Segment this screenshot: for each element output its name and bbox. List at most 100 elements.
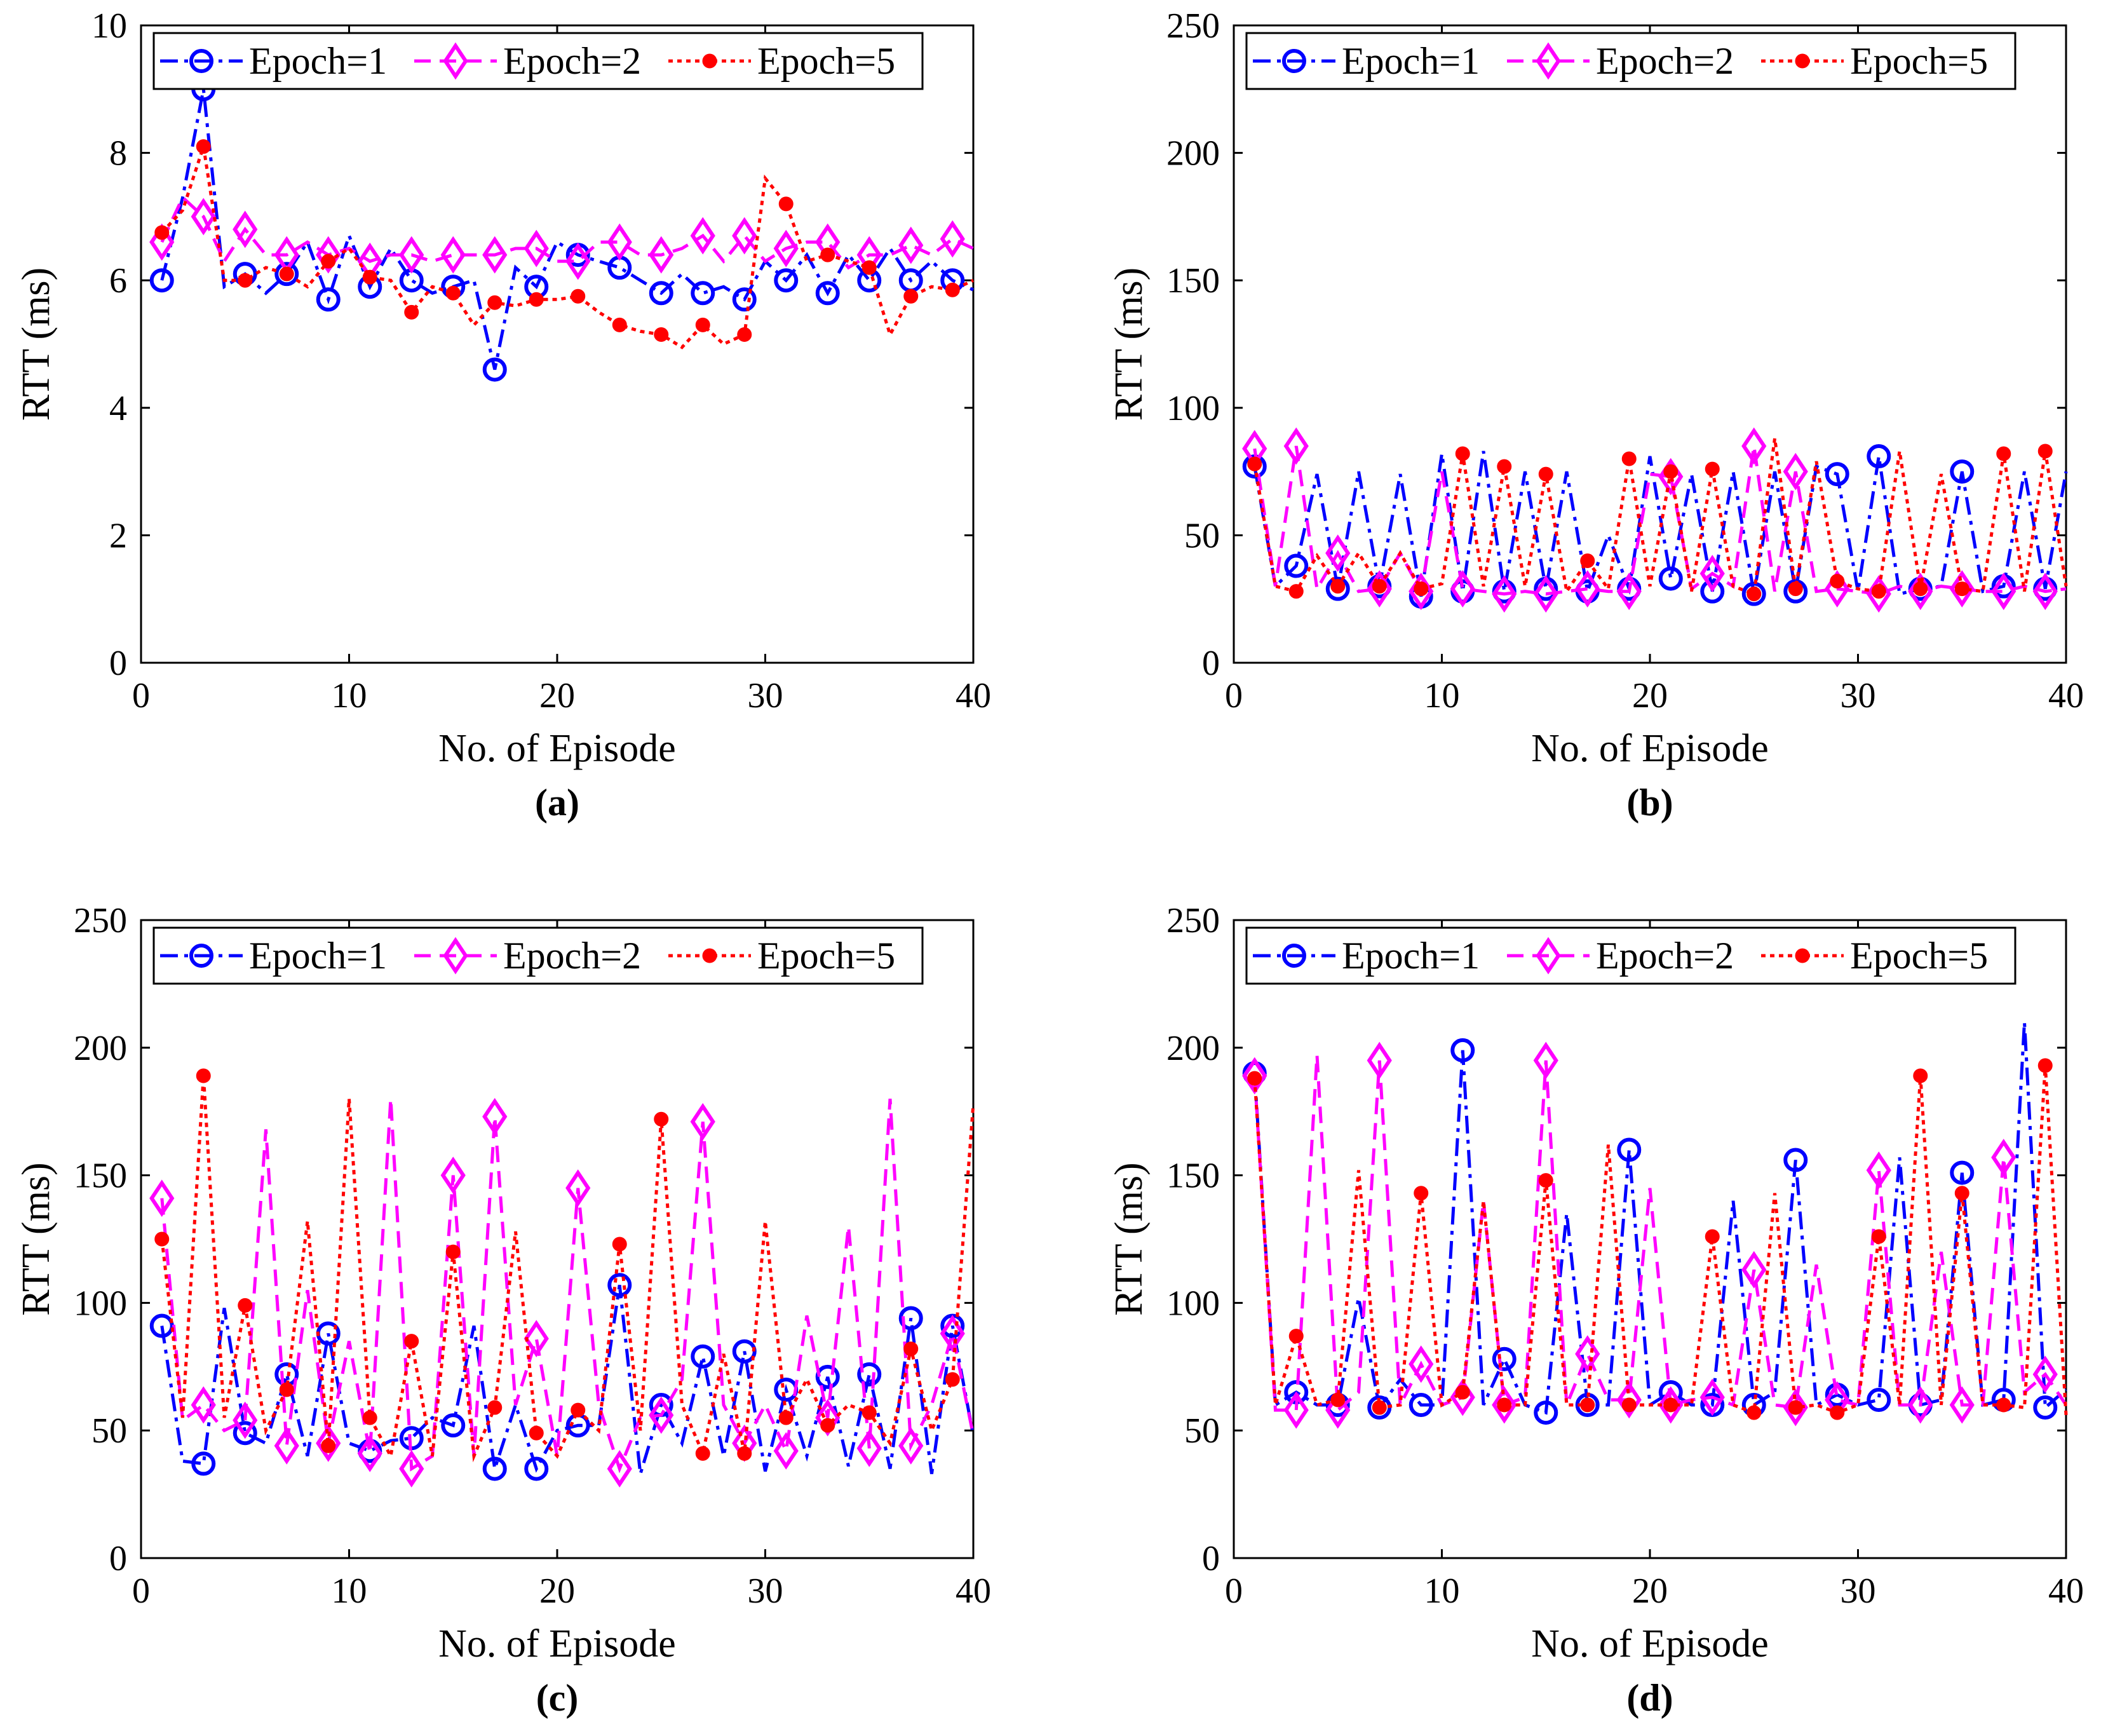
legend-swatch-marker — [1282, 944, 1306, 968]
data-point — [1330, 1392, 1346, 1407]
data-point — [1705, 461, 1720, 477]
x-tick-label: 20 — [1632, 676, 1668, 715]
data-point — [898, 1427, 924, 1465]
data-point — [154, 1231, 170, 1247]
series-line — [160, 1098, 975, 1474]
data-point — [1450, 570, 1475, 608]
data-point — [482, 1097, 508, 1136]
x-tick-label: 0 — [1225, 1571, 1243, 1611]
data-point — [321, 1438, 336, 1453]
data-point — [362, 1410, 377, 1425]
x-tick-label: 10 — [1424, 1571, 1460, 1611]
x-tick-label: 10 — [332, 1571, 367, 1611]
legend-label: Epoch=2 — [503, 40, 641, 82]
axes-box — [1233, 919, 2067, 1559]
series-line — [160, 146, 975, 349]
y-tick-label: 200 — [74, 1029, 127, 1068]
data-point — [1288, 584, 1304, 599]
legend-swatch-marker — [702, 948, 717, 963]
series-line — [160, 88, 975, 370]
data-point — [1621, 451, 1637, 466]
data-point — [1414, 1186, 1429, 1201]
y-tick-label: 2 — [109, 516, 127, 555]
y-tick-label: 4 — [109, 389, 127, 428]
x-tick-label: 30 — [1841, 676, 1876, 715]
data-point — [196, 1068, 211, 1083]
data-point — [815, 1399, 841, 1437]
data-point — [1409, 1345, 1434, 1383]
y-tick-label: 10 — [91, 6, 127, 46]
data-point — [690, 1102, 715, 1141]
series-epoch-2 — [1242, 1041, 2068, 1429]
data-point — [571, 1402, 586, 1418]
data-point — [1950, 1160, 1975, 1185]
data-point — [1538, 466, 1553, 482]
data-point — [1533, 575, 1558, 613]
data-point — [774, 268, 799, 293]
x-tick-label: 30 — [1841, 1571, 1876, 1611]
data-point — [1325, 534, 1351, 572]
y-tick-label: 150 — [1166, 261, 1220, 301]
x-tick-label: 0 — [1225, 676, 1243, 715]
x-axis-label: No. of Episode — [438, 1622, 676, 1665]
data-point — [1663, 1397, 1679, 1413]
data-point — [1867, 1388, 1891, 1413]
data-point — [1746, 1405, 1762, 1420]
panel-caption: (b) — [1626, 782, 1673, 824]
data-point — [279, 1382, 294, 1397]
y-axis-label: RTT (ms) — [15, 268, 58, 421]
data-point — [1616, 1381, 1642, 1419]
data-point — [191, 198, 216, 236]
data-point — [487, 295, 503, 310]
data-point — [695, 317, 710, 332]
data-point — [940, 1315, 965, 1353]
data-point — [1372, 1400, 1387, 1415]
legend-swatch-marker — [1795, 53, 1810, 69]
y-tick-label: 200 — [1166, 134, 1220, 173]
data-point — [1991, 573, 2017, 611]
y-tick-label: 0 — [109, 1539, 127, 1578]
data-point — [898, 226, 924, 264]
x-tick-label: 40 — [956, 676, 991, 715]
legend-label: Epoch=1 — [249, 40, 387, 82]
data-point — [2037, 1058, 2053, 1073]
legend-label: Epoch=5 — [757, 40, 895, 82]
data-point — [1617, 1137, 1642, 1162]
x-tick-label: 20 — [539, 676, 575, 715]
series-epoch-2 — [149, 1097, 975, 1488]
data-point — [1538, 1173, 1553, 1188]
data-point — [524, 229, 549, 268]
data-point — [1949, 1386, 1975, 1424]
data-point — [778, 196, 794, 212]
series-line — [1253, 438, 2068, 597]
legend-swatch-marker — [189, 49, 213, 73]
data-point — [2032, 573, 2058, 611]
chart-panel-d: 0 10 20 30 40 0 50 100 150 200 250 No. of Episode RT… — [1107, 901, 2084, 1719]
legend-swatch-marker — [443, 937, 468, 975]
x-tick-label: 40 — [2048, 1571, 2084, 1611]
data-point — [1825, 462, 1849, 487]
legend: Epoch=1 Epoch=2 Epoch=5 — [1245, 32, 2017, 90]
data-point — [1741, 427, 1767, 465]
data-point — [1783, 1148, 1808, 1172]
data-point — [440, 1156, 466, 1195]
x-tick-label: 0 — [132, 676, 150, 715]
data-point — [316, 236, 341, 274]
x-axis-label: No. of Episode — [1531, 727, 1769, 770]
data-point — [737, 327, 752, 342]
x-tick-label: 40 — [956, 1571, 991, 1611]
data-point — [1913, 581, 1928, 597]
x-tick-label: 10 — [1424, 676, 1460, 715]
data-point — [1325, 576, 1350, 601]
data-point — [1830, 574, 1845, 589]
data-point — [445, 1244, 461, 1259]
data-point — [274, 262, 299, 287]
y-tick-label: 100 — [74, 1284, 127, 1323]
data-point — [773, 1432, 799, 1470]
data-point — [1247, 1071, 1262, 1086]
y-tick-label: 50 — [1184, 516, 1220, 555]
legend-label: Epoch=5 — [757, 935, 895, 977]
data-point — [1325, 1391, 1351, 1429]
series-epoch-1 — [149, 77, 975, 382]
legend-label: Epoch=1 — [249, 935, 387, 977]
